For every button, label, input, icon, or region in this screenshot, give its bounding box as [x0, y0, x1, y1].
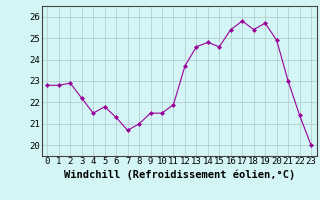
X-axis label: Windchill (Refroidissement éolien,°C): Windchill (Refroidissement éolien,°C) — [64, 169, 295, 180]
